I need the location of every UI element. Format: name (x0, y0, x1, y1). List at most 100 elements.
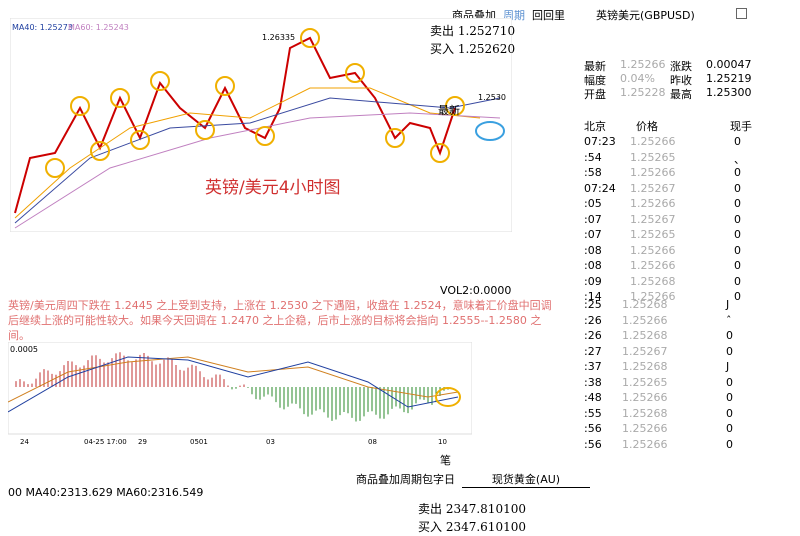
high-label: 1.26335 (262, 33, 295, 42)
macd-chart: 0.0005 24 04-25 17:00 29 0501 03 08 10 (8, 342, 472, 446)
marker (475, 121, 505, 141)
date-label: 29 (138, 438, 147, 446)
sell: 卖出 1.252710 (430, 24, 516, 38)
macd-line (8, 356, 459, 403)
gold-sell: 卖出 2347.810100 (418, 502, 526, 516)
tick-cell: :07 (584, 228, 602, 241)
buy: 买入 1.252620 (430, 42, 516, 56)
tick-cell: 07:24 (584, 181, 616, 195)
symbol: 英镑美元(GBPUSD) (596, 9, 695, 22)
tick-cell: :25 (584, 298, 602, 311)
checkbox[interactable] (736, 8, 747, 19)
tick-cell: 0 (726, 329, 733, 342)
quote-cell: 幅度 (584, 74, 606, 87)
tick-cell: 0 (726, 391, 733, 404)
tick-cell: 1.25265 (630, 150, 676, 164)
tick-cell: 1.25267 (630, 212, 676, 226)
date-label: 04-25 17:00 (84, 438, 127, 446)
main-chart: MA40: 1.25273 MA60: 1.25243 1.26335 1.25… (10, 18, 512, 232)
date-label: 08 (368, 438, 377, 446)
vol: VOL2:0.0000 (440, 284, 512, 297)
quote-cell: 最新 (584, 60, 606, 73)
latest-label: 最新 (438, 103, 460, 117)
analysis: 英镑/美元周四下跌在 1.2445 之上受到支持，上涨在 1.2530 之下遇阻… (8, 299, 552, 342)
tick-cell: 1.25266 (630, 243, 676, 257)
tick-cell: 1.25266 (630, 197, 676, 210)
tick-cell: 0 (734, 166, 741, 179)
tick-cell: 0 (734, 181, 741, 195)
tick-cell: :54 (584, 150, 602, 164)
ma-label: MA60: 1.25243 (68, 23, 129, 32)
tick-cell: 0 (734, 274, 741, 288)
tick-cell: 0 (734, 290, 741, 303)
review-btn[interactable]: 回回里 (532, 9, 565, 22)
tick-cell: ˆ (726, 313, 732, 327)
tick-cell: :56 (584, 437, 602, 451)
last-label: 1.2530 (478, 93, 506, 102)
tick-cell: :56 (584, 422, 602, 435)
date-label: 03 (266, 438, 275, 446)
tick-header: 现手 (730, 120, 752, 133)
tick-cell: 1.25268 (622, 298, 668, 311)
gold-ma: 00 MA40:2313.629 MA60:2316.549 (8, 486, 204, 499)
bi: 笔 (440, 454, 451, 467)
date-label: 10 (438, 438, 447, 446)
chart-bg (8, 342, 472, 435)
tick-cell: :08 (584, 259, 602, 272)
tick-cell: 1.25267 (622, 344, 668, 358)
tick-cell: :14 (584, 290, 602, 303)
tick-cell: 1.25268 (622, 360, 668, 373)
tick-cell: 0 (734, 212, 741, 226)
tick-cell: 1.25266 (622, 422, 668, 435)
gold-symbol: 现货黄金(AU) (462, 471, 590, 488)
markers (45, 28, 465, 178)
tick-header: 价格 (636, 120, 658, 133)
tick-cell: :26 (584, 313, 602, 327)
quote-cell: 开盘 (584, 88, 606, 101)
ma-label: MA40: 1.25273 (12, 23, 73, 32)
quote-cell: 涨跌 (670, 60, 692, 73)
tick-cell: :05 (584, 197, 602, 210)
quote-cell: 1.25228 (620, 86, 666, 99)
quote-cell: 昨收 (670, 74, 692, 87)
macd-line (8, 356, 459, 413)
tick-cell: 0 (734, 135, 741, 148)
quote-cell: 1.25266 (620, 58, 666, 71)
tick-cell: :07 (584, 212, 602, 226)
tick-cell: 0 (734, 228, 741, 241)
tick-cell: 1.25266 (630, 166, 676, 179)
tick-cell: :58 (584, 166, 602, 179)
tick-cell: 、 (734, 152, 745, 166)
chart-bg (10, 18, 512, 232)
gold-label: 商品叠加周期包字日 (356, 473, 455, 486)
tick-cell: 0 (726, 375, 733, 389)
tick-cell: 0 (726, 422, 733, 435)
tick-cell: 1.25266 (630, 135, 676, 148)
tick-cell: 1.25267 (630, 181, 676, 195)
tick-cell: :26 (584, 329, 602, 342)
tick-cell: :48 (584, 391, 602, 404)
gold-buy: 买入 2347.610100 (418, 520, 526, 534)
tick-cell: 0 (734, 197, 741, 210)
date-label: 0501 (190, 438, 208, 446)
tick-cell: 07:23 (584, 135, 616, 148)
tick-header: 北京 (584, 120, 606, 133)
tick-cell: 0 (726, 344, 733, 358)
date-label: 24 (20, 438, 29, 446)
tick-cell: 0 (734, 243, 741, 257)
macd-bars (15, 352, 449, 422)
caption: 英镑/美元4小时图 (205, 178, 341, 198)
tick-cell: :38 (584, 375, 602, 389)
tick-cell: 1.25266 (630, 259, 676, 272)
tick-cell: 1.25268 (622, 329, 668, 342)
quote-cell: 最高 (670, 88, 692, 101)
tick-cell: J (726, 360, 730, 373)
tick-cell: :37 (584, 360, 602, 373)
level-label: 0.0005 (10, 345, 38, 354)
tick-cell: :08 (584, 243, 602, 257)
marker (435, 387, 461, 407)
tick-cell: J (726, 298, 730, 311)
tick-cell: 0 (726, 406, 733, 420)
tick-cell: 1.25266 (622, 437, 668, 451)
tick-cell: 1.25268 (630, 274, 676, 288)
